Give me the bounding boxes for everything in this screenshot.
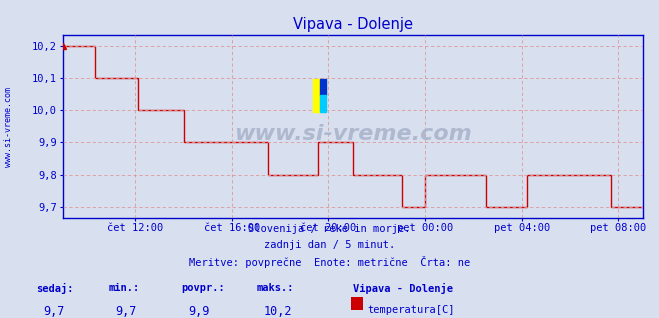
Text: www.si-vreme.com: www.si-vreme.com (4, 87, 13, 167)
Text: 9,9: 9,9 (188, 305, 209, 318)
Text: maks.:: maks.: (257, 283, 295, 293)
Text: Meritve: povprečne  Enote: metrične  Črta: ne: Meritve: povprečne Enote: metrične Črta:… (189, 256, 470, 268)
Text: 9,7: 9,7 (115, 305, 136, 318)
Text: 10,2: 10,2 (264, 305, 292, 318)
Text: sedaj:: sedaj: (36, 283, 74, 294)
Text: temperatura[C]: temperatura[C] (368, 305, 455, 315)
Text: 9,7: 9,7 (43, 305, 64, 318)
Bar (313, 79, 320, 112)
Text: povpr.:: povpr.: (181, 283, 225, 293)
Text: www.si-vreme.com: www.si-vreme.com (234, 124, 471, 144)
Title: Vipava - Dolenje: Vipava - Dolenje (293, 17, 413, 32)
Text: Slovenija / reke in morje.: Slovenija / reke in morje. (248, 224, 411, 234)
Text: min.:: min.: (109, 283, 140, 293)
Text: Vipava - Dolenje: Vipava - Dolenje (353, 283, 453, 294)
Bar (320, 79, 326, 95)
Bar (320, 95, 326, 112)
Text: zadnji dan / 5 minut.: zadnji dan / 5 minut. (264, 240, 395, 250)
